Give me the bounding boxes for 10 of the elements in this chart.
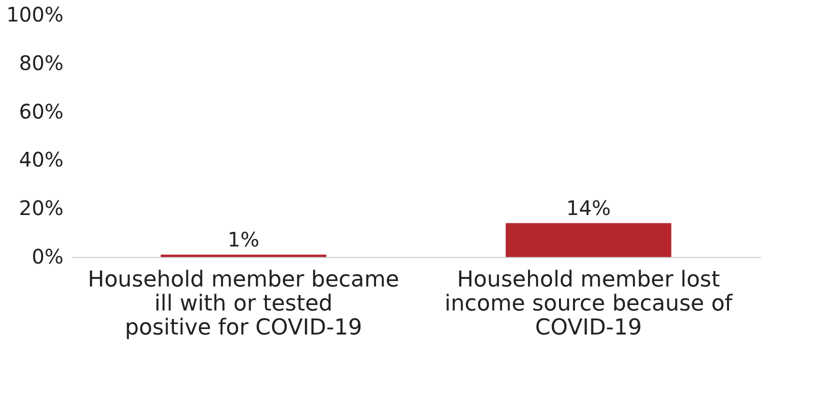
y-tick-label: 20% [19, 196, 64, 220]
x-tick-label: Household member became ill with or tested positive for COVID-19 [88, 268, 400, 340]
y-tick-label: 0% [32, 244, 64, 268]
y-tick-label: 100% [6, 2, 64, 26]
y-tick-label: 80% [19, 50, 64, 75]
y-tick-label: 40% [19, 148, 64, 172]
y-tick-label: 60% [19, 99, 64, 124]
x-tick-label: Household member lost income source because of COVID-19 [444, 268, 734, 340]
data-label: 14% [566, 196, 611, 220]
data-label: 1% [228, 228, 260, 252]
